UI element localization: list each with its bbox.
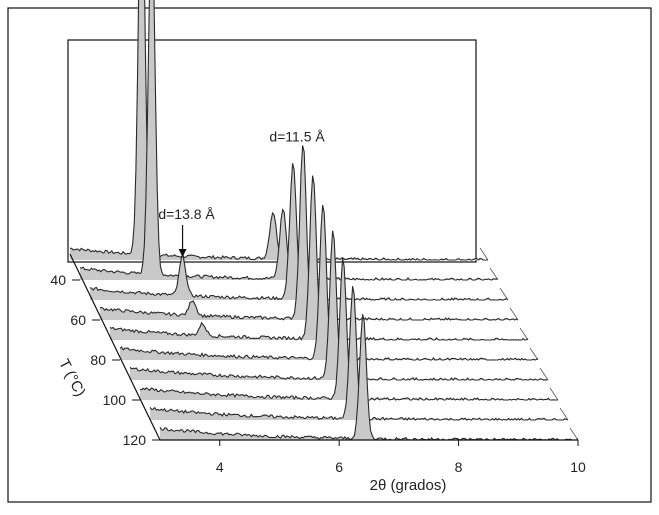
figure-border xyxy=(7,7,652,503)
trace-edge xyxy=(559,407,569,421)
depth-tick-label: 80 xyxy=(90,352,106,368)
depth-tick-label: 120 xyxy=(123,432,147,448)
trace-edge xyxy=(569,427,579,441)
x-axis-title: 2θ (grados) xyxy=(370,477,447,494)
depth-axis-line xyxy=(69,253,161,441)
trace-edge xyxy=(529,347,539,361)
peak-annotation: d=11.5 Å xyxy=(269,129,325,145)
back-panel xyxy=(67,39,477,263)
trace-edge xyxy=(519,327,529,341)
trace-edge xyxy=(539,367,549,381)
trace-edge xyxy=(489,267,499,281)
trace-edge xyxy=(479,247,489,261)
series-traces xyxy=(70,0,579,441)
depth-tick-label: 40 xyxy=(50,272,66,288)
axes xyxy=(69,253,579,446)
peak-annotation: d=13.8 Å xyxy=(158,206,215,222)
x-tick-label: 10 xyxy=(570,459,586,475)
depth-axis-title: T (°C) xyxy=(55,356,89,399)
x-tick-label: 8 xyxy=(455,459,463,475)
trace-edge xyxy=(509,307,519,321)
x-tick-label: 6 xyxy=(335,459,343,475)
trace-edge xyxy=(499,287,509,301)
trace-edge xyxy=(549,387,559,401)
depth-tick-label: 60 xyxy=(70,312,86,328)
depth-tick-label: 100 xyxy=(103,392,127,408)
annotation-arrow-head xyxy=(178,249,187,257)
x-tick-label: 4 xyxy=(216,459,224,475)
